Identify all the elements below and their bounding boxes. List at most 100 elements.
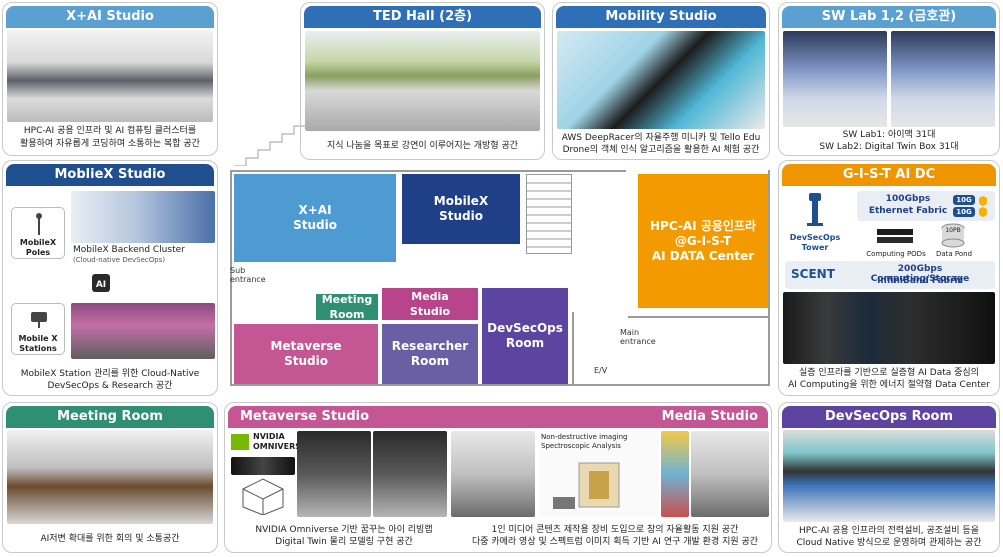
panel-mobilex-studio: MoblieX Studio MobileX Poles MobileX Bac… (2, 160, 218, 396)
mobilex-poles-card: MobileX Poles (11, 207, 65, 259)
imaging-title-line2: Spectroscopic Analysis (541, 442, 621, 450)
spectral-grid-image (661, 431, 689, 517)
fabric-speed: 100Gbps (885, 194, 931, 204)
panel-ted-hall: TED Hall (2층) 지식 나눔을 목표로 강연이 이루어지는 개방형 공… (300, 2, 545, 160)
room-xai-studio[interactable]: X+AI Studio (234, 174, 396, 262)
shield-icon (978, 195, 988, 217)
ted-hall-photo (305, 31, 540, 131)
panel-xai-studio: X+AI Studio HPC-AI 공용 인프라 및 AI 컴퓨팅 클러스터를… (2, 2, 218, 156)
ted-caption: 지식 나눔을 목표로 강연이 이루어지는 개방형 공간 (326, 141, 519, 151)
scent-logo: SCENT (791, 267, 835, 281)
tower-label-line2: Tower (801, 243, 829, 252)
room-label-mobilex: MobileX Studio (433, 194, 489, 223)
room-label-hpc-line3: AI DATA Center (651, 248, 755, 263)
sw-lab2-photo (891, 31, 995, 127)
media-caption-line1: 1인 미디어 콘텐츠 제작용 장비 도입으로 창의 자율활동 지원 공간 (491, 525, 739, 535)
computing-pods-icon (875, 225, 915, 247)
room-label-meeting: Meeting Room (321, 293, 373, 321)
mobilex-station-photo (71, 303, 215, 359)
gist-caption-line1: 실증 인프라를 기반으로 실증형 AI Data 중심의 (799, 368, 979, 378)
meeting-caption: AI저변 확대를 위한 회의 및 소통공간 (40, 534, 180, 544)
data-center-photo (783, 292, 995, 364)
imaging-title-line1: Non-destructive imaging (541, 433, 628, 441)
xai-caption-line2: 활용하여 자유롭게 코딩하며 소통하는 복합 공간 (20, 139, 200, 149)
main-entrance-line1: Main (620, 328, 640, 337)
badge-10g-top: 10G (953, 195, 975, 205)
mobilex-stations-card: Mobile X Stations (11, 303, 65, 355)
cluster-title: MobileX Backend Cluster (73, 245, 185, 255)
elevator-wall (572, 312, 574, 386)
panel-title-mobility-studio: Mobility Studio (556, 6, 766, 28)
ethernet-fabric-box: 100Gbps Ethernet Fabric 10G 10G (857, 191, 995, 221)
main-entrance-label: Main entrance (620, 328, 656, 346)
pole-icon (34, 213, 44, 235)
pond-label: Data Pond (935, 250, 973, 258)
sub-entrance-line1: Sub (230, 266, 246, 275)
panel-title-xai-studio: X+AI Studio (6, 6, 214, 28)
sub-entrance-label: Sub entrance (230, 266, 266, 284)
stations-label-line1: Mobile X (18, 334, 58, 343)
room-label-researcher: Researcher Room (391, 339, 469, 368)
stations-label-line2: Stations (19, 344, 57, 353)
xai-caption-line1: HPC-AI 공용 인프라 및 AI 컴퓨팅 클러스터를 (23, 126, 197, 136)
ai-chip-icon: AI (89, 271, 113, 295)
poles-label-line1: MobileX (19, 238, 57, 247)
elevator-label: E/V (594, 366, 608, 375)
nvidia-logo: NVIDIA OMNIVERSE (231, 431, 313, 453)
panel-metaverse-media: Metaverse Studio Media Studio NVIDIA OMN… (224, 402, 772, 553)
room-meeting-room[interactable]: Meeting Room (316, 293, 378, 321)
hall-wall (628, 316, 770, 318)
swlab-caption-line1: SW Lab1: 아이맥 31대 (842, 130, 936, 140)
media-caption-line2: 다중 카메라 영상 및 스펙트럼 이미지 획득 기반 AI 연구 개발 환경 지… (471, 537, 759, 547)
plan-top-wall (230, 170, 626, 172)
main-entrance-line2: entrance (620, 337, 656, 346)
room-mobilex-studio[interactable]: MobileX Studio (402, 174, 520, 244)
devsecops-photo (783, 430, 995, 522)
room-researcher-room[interactable]: Researcher Room (382, 324, 478, 384)
panel-title-mobilex-studio: MoblieX Studio (6, 164, 214, 186)
plan-outline (230, 170, 770, 386)
meeting-room-photo (7, 430, 213, 524)
storage-fabric-line2: InfiniBand Fabric (877, 276, 963, 286)
central-stair (526, 174, 572, 254)
station-icon (29, 308, 49, 330)
panel-title-media: Media Studio (661, 409, 758, 424)
floor-plan: X+AI Studio MobileX Studio HPC-AI 공용인프라 … (228, 125, 773, 390)
panel-devsecops-room: DevSecOps Room HPC-AI 공용 인프라의 전력설비, 공조설비… (778, 402, 1000, 553)
devsecops-caption-line1: HPC-AI 공용 인프라의 전력설비, 공조설비 등을 (799, 526, 979, 536)
devsecops-caption-line2: Cloud Native 방식으로 운영하며 관제하는 공간 (796, 538, 982, 548)
room-label-devsecops: DevSecOps Room (487, 321, 563, 350)
room-label-media: Media Studio (409, 290, 451, 318)
metaverse-caption-line1: NVIDIA Omniverse 기반 꿈꾸는 아이 리빙랩 (255, 525, 433, 535)
pond-capacity: 10PB (945, 227, 961, 234)
room-metaverse-studio[interactable]: Metaverse Studio (234, 324, 378, 384)
imaging-diagram: Non-destructive imaging Spectroscopic An… (539, 431, 659, 517)
room-label-metaverse: Metaverse Studio (270, 339, 342, 368)
panel-title-meeting-room: Meeting Room (6, 406, 214, 428)
metaverse-studio-photo (373, 431, 447, 517)
mobility-caption-line2: Drone의 객체 인식 알고리즘을 활용한 AI 체험 공간 (562, 145, 760, 155)
nvidia-line2: OMNIVERSE (253, 442, 307, 451)
room-devsecops-room[interactable]: DevSecOps Room (482, 288, 568, 384)
storage-fabric-line1: 200Gbps Computing/Storage (870, 264, 970, 284)
panel-gist-ai-dc: G-I-S-T AI DC DevSecOps Tower 100Gbps Et… (778, 160, 1000, 396)
xai-studio-photo (7, 30, 213, 122)
panel-sw-lab: SW Lab 1,2 (금호관) SW Lab1: 아이맥 31대 SW Lab… (778, 2, 1000, 156)
gist-caption-line2: AI Computing을 위한 에너지 절약형 Data Center (788, 380, 990, 390)
room-label-hpc-line2: @G-I-S-T (674, 233, 732, 248)
media-studio-photo-1 (451, 431, 535, 517)
metaverse-caption-line2: Digital Twin 물리 모델링 구현 공간 (275, 537, 413, 547)
tower-icon (801, 191, 829, 227)
panel-title-sw-lab: SW Lab 1,2 (금호관) (782, 6, 996, 28)
swlab-caption-line2: SW Lab2: Digital Twin Box 31대 (819, 142, 959, 152)
room-label-hpc-line1: HPC-AI 공용인프라 (649, 218, 757, 233)
stairs-to-ted-hall (234, 125, 306, 166)
poles-label-line2: Poles (25, 248, 51, 257)
tower-label-line1: DevSecOps (789, 233, 841, 242)
room-hpc-ai-data-center[interactable]: HPC-AI 공용인프라 @G-I-S-T AI DATA Center (638, 174, 768, 308)
mobility-caption-line1: AWS DeepRacer의 자율주행 미니카 및 Tello Edu (561, 133, 761, 143)
panel-title-metaverse: Metaverse Studio (240, 409, 370, 424)
media-studio-photo-2 (691, 431, 769, 517)
room-media-studio[interactable]: Media Studio (382, 288, 478, 320)
data-pond-icon (939, 223, 967, 249)
